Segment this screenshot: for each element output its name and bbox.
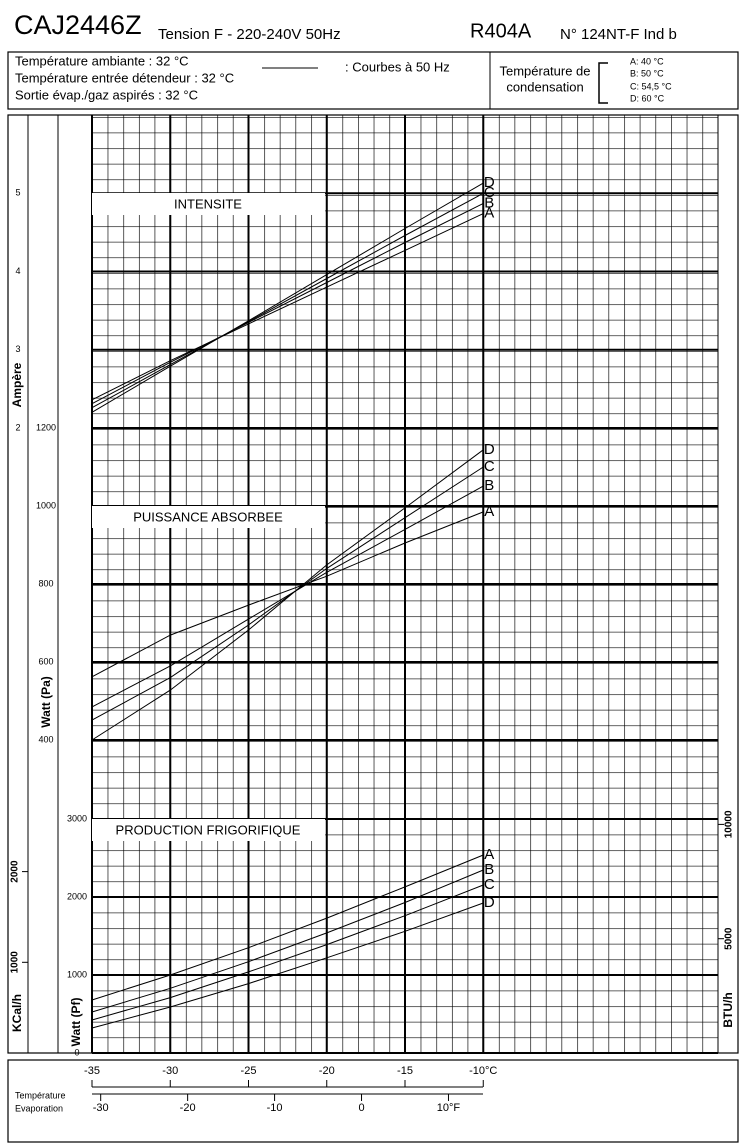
condition: Température entrée détendeur : 32 °C — [15, 70, 234, 85]
curve — [91, 182, 484, 413]
x-tick-label: -30 — [162, 1065, 178, 1077]
y-tick-label: 600 — [38, 656, 53, 666]
condition: Température ambiante : 32 °C — [15, 53, 189, 68]
x2-tick-label: 10°F — [437, 1102, 461, 1114]
y-axis-label: Watt (Pf) — [69, 998, 83, 1047]
curve — [91, 884, 484, 1021]
y-tick-label: 1200 — [36, 422, 56, 432]
x-axis-label: Evaporation — [15, 1103, 63, 1113]
y-tick-label: 4 — [15, 266, 20, 276]
y2-tick-label: 2000 — [10, 860, 21, 883]
curve — [91, 869, 484, 1013]
y-tick-label: 1000 — [67, 969, 87, 979]
x2-tick-label: -20 — [180, 1102, 196, 1114]
x-axis-box — [7, 1059, 739, 1143]
x2-tick-label: -10 — [267, 1102, 283, 1114]
curve — [91, 449, 484, 741]
x-tick-label: -15 — [397, 1065, 413, 1077]
y-axis-label: Watt (Pa) — [39, 676, 53, 728]
panel-title: INTENSITE — [174, 196, 242, 211]
condensation-title: condensation — [506, 79, 583, 94]
curve-label: C — [484, 184, 495, 201]
x-tick-label: -25 — [241, 1065, 257, 1077]
curve — [91, 511, 484, 678]
curve-label: B — [484, 194, 494, 211]
curve-note: : Courbes à 50 Hz — [345, 59, 450, 74]
curve-label: A — [484, 205, 494, 222]
condensation-legend: A: 40 °C — [630, 56, 664, 66]
y-tick-label: 3 — [15, 344, 20, 354]
x-tick-label: -20 — [319, 1065, 335, 1077]
curve — [91, 466, 484, 721]
panel-title-box — [92, 193, 325, 215]
y3-tick-label: 5000 — [724, 927, 735, 950]
conditions-box — [7, 51, 739, 110]
x-tick-label: -10°C — [469, 1065, 497, 1077]
y2-tick-label: 1000 — [10, 951, 21, 974]
x-tick-label: -35 — [84, 1065, 100, 1077]
y-tick-label: 2000 — [67, 891, 87, 901]
y-tick-label: 800 — [38, 578, 53, 588]
y-tick-label: 2 — [15, 422, 20, 432]
curve — [91, 202, 484, 405]
panel-title-box — [92, 506, 325, 528]
curve-label: A — [484, 846, 494, 863]
panel-title-box — [92, 819, 325, 841]
curve — [91, 854, 484, 1001]
y2-axis-label: KCal/h — [10, 994, 24, 1032]
condensation-legend: C: 54,5 °C — [630, 81, 672, 91]
condensation-legend: B: 50 °C — [630, 68, 664, 78]
y-tick-label: 0 — [74, 1047, 79, 1057]
reference: N° 124NT-F Ind b — [560, 26, 677, 43]
model: CAJ2446Z — [14, 10, 142, 40]
y-axis-label: Ampère — [10, 362, 24, 407]
bracket — [598, 62, 608, 104]
x-axis-label: Température — [15, 1090, 66, 1100]
curve-label: C — [484, 876, 495, 893]
condensation-title: Température de — [499, 63, 590, 78]
y3-axis-label: BTU/h — [721, 992, 735, 1027]
x2-tick-label: -30 — [93, 1102, 109, 1114]
curve-label: D — [484, 174, 495, 191]
y-tick-label: 3000 — [67, 813, 87, 823]
panel-title: PUISSANCE ABSORBEE — [133, 509, 283, 524]
curve-label: D — [484, 441, 495, 458]
curve-label: B — [484, 477, 494, 494]
curve-label: C — [484, 458, 495, 475]
y-tick-label: 1000 — [36, 500, 56, 510]
y-tick-label: 400 — [38, 734, 53, 744]
refrigerant: R404A — [470, 20, 532, 42]
voltage: Tension F - 220-240V 50Hz — [158, 26, 341, 43]
y-tick-label: 5 — [15, 188, 20, 198]
curve — [91, 902, 484, 1029]
curve — [91, 213, 484, 401]
condition: Sortie évap./gaz aspirés : 32 °C — [15, 87, 198, 102]
curve-label: A — [484, 503, 494, 520]
curve-label: B — [484, 861, 494, 878]
curve — [91, 485, 484, 708]
condensation-legend: D: 60 °C — [630, 93, 665, 103]
curve — [91, 192, 484, 409]
x2-tick-label: 0 — [358, 1102, 364, 1114]
curve-label: D — [484, 894, 495, 911]
panel-title: PRODUCTION FRIGORIFIQUE — [116, 822, 301, 837]
y3-tick-label: 10000 — [724, 810, 735, 838]
